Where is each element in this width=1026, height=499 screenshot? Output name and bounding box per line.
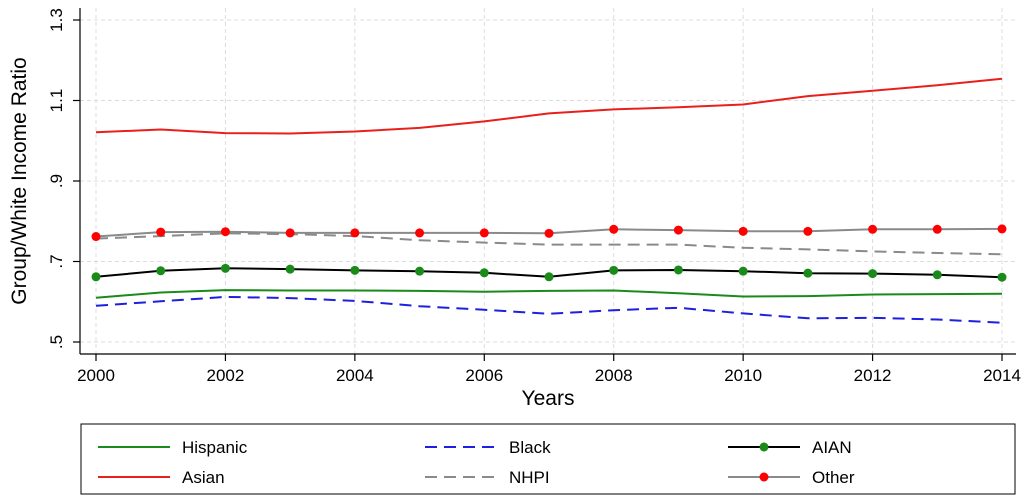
x-tick-label: 2004 xyxy=(336,366,374,385)
data-point-other xyxy=(220,227,230,237)
x-axis-title: Years xyxy=(522,387,575,410)
data-point-aian xyxy=(220,263,230,273)
data-point-other xyxy=(91,232,101,242)
data-point-aian xyxy=(932,270,942,280)
data-point-other xyxy=(932,224,942,234)
legend-marker-aian xyxy=(759,442,769,452)
data-point-other xyxy=(868,224,878,234)
data-point-other xyxy=(673,225,683,235)
data-point-other xyxy=(997,224,1007,234)
data-point-other xyxy=(738,226,748,236)
legend-box xyxy=(80,423,1016,495)
y-tick-label: .5 xyxy=(47,335,66,349)
x-tick-label: 2014 xyxy=(983,366,1021,385)
data-point-aian xyxy=(997,272,1007,282)
legend-label-aian: AIAN xyxy=(812,438,852,457)
x-tick-label: 2000 xyxy=(77,366,115,385)
y-tick-label: 1.3 xyxy=(47,8,66,32)
y-tick-label: .7 xyxy=(47,254,66,268)
x-tick-label: 2012 xyxy=(854,366,892,385)
data-point-other xyxy=(609,224,619,234)
y-axis-title: Group/White Income Ratio xyxy=(8,57,31,304)
legend-label-nhpi: NHPI xyxy=(509,468,550,487)
data-point-aian xyxy=(868,269,878,279)
data-point-aian xyxy=(415,266,425,276)
series-line-asian xyxy=(95,77,1003,135)
x-tick-label: 2002 xyxy=(207,366,245,385)
data-point-other xyxy=(544,228,554,238)
legend: Hispanic Black AIAN Asian NHPI Other xyxy=(80,423,1016,495)
data-point-other xyxy=(415,228,425,238)
data-point-other xyxy=(803,226,813,236)
legend-label-hispanic: Hispanic xyxy=(182,438,248,457)
legend-label-asian: Asian xyxy=(182,468,225,487)
gridlines xyxy=(80,8,1016,354)
data-point-other xyxy=(479,228,489,238)
data-point-aian xyxy=(673,265,683,275)
data-point-aian xyxy=(803,268,813,278)
data-point-aian xyxy=(544,272,554,282)
legend-label-black: Black xyxy=(509,438,551,457)
data-point-aian xyxy=(609,265,619,275)
data-point-other xyxy=(156,227,166,237)
y-tick-label: .9 xyxy=(47,174,66,188)
legend-marker-other xyxy=(759,472,769,482)
data-point-other xyxy=(285,228,295,238)
series-line-hispanic xyxy=(95,289,1003,299)
data-point-aian xyxy=(91,272,101,282)
y-tick-label: 1.1 xyxy=(47,89,66,113)
x-tick-label: 2008 xyxy=(595,366,633,385)
data-point-aian xyxy=(350,265,360,275)
series-lines xyxy=(91,77,1007,324)
data-point-aian xyxy=(738,266,748,276)
data-point-aian xyxy=(285,264,295,274)
data-point-other xyxy=(350,228,360,238)
data-point-aian xyxy=(479,268,489,278)
legend-label-other: Other xyxy=(812,468,855,487)
x-tick-label: 2006 xyxy=(465,366,503,385)
x-tick-label: 2010 xyxy=(724,366,762,385)
tick-marks-and-labels: .5 .7 .9 1.1 1.3 2000 2002 2004 2006 2008 2010 2012… xyxy=(47,8,1021,385)
data-point-aian xyxy=(156,266,166,276)
series-line-black xyxy=(95,295,1003,324)
